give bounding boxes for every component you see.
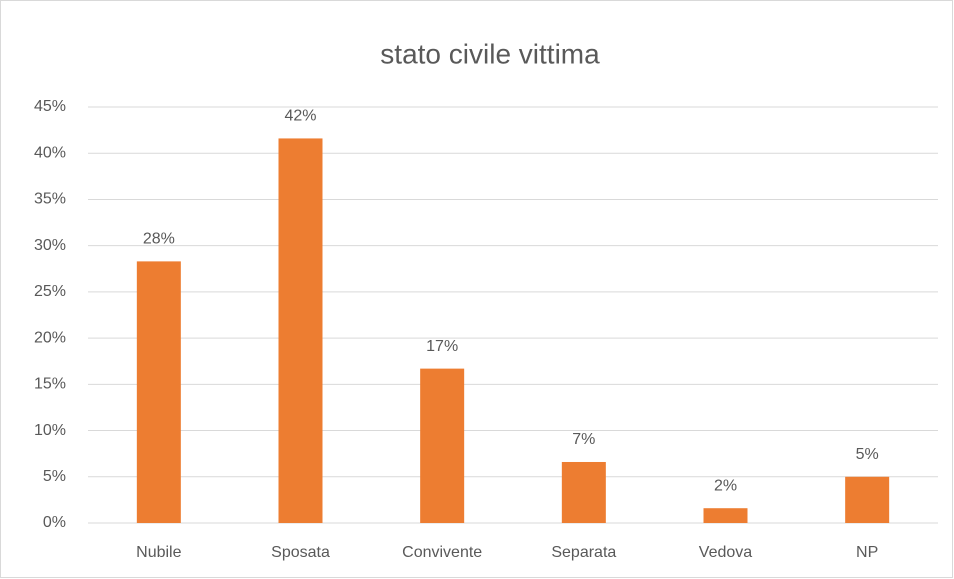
data-label: 28% <box>143 231 175 248</box>
y-tick-label: 20% <box>34 329 66 346</box>
bar <box>136 261 181 523</box>
y-tick-label: 40% <box>34 144 66 161</box>
y-tick-label: 35% <box>34 191 66 208</box>
x-tick-label: Nubile <box>136 544 181 561</box>
y-tick-label: 45% <box>34 98 66 115</box>
y-tick-label: 25% <box>34 283 66 300</box>
bar <box>845 476 890 523</box>
x-tick-label: Convivente <box>402 544 482 561</box>
y-tick-label: 15% <box>34 376 66 393</box>
x-tick-label: Sposata <box>271 544 330 561</box>
x-tick-label: Separata <box>551 544 616 561</box>
x-tick-label: Vedova <box>699 544 752 561</box>
data-label: 2% <box>714 477 737 494</box>
data-label: 7% <box>572 431 595 448</box>
chart-title: stato civile vittima <box>380 38 600 69</box>
y-tick-label: 10% <box>34 422 66 439</box>
x-tick-label: NP <box>856 544 878 561</box>
data-label: 5% <box>856 446 879 463</box>
bar <box>561 461 606 523</box>
data-label: 42% <box>284 108 316 125</box>
y-tick-label: 0% <box>43 514 66 531</box>
bar <box>703 508 748 523</box>
y-tick-label: 5% <box>43 468 66 485</box>
y-tick-label: 30% <box>34 237 66 254</box>
bar <box>420 368 465 523</box>
data-label: 17% <box>426 338 458 355</box>
bar <box>278 138 323 524</box>
